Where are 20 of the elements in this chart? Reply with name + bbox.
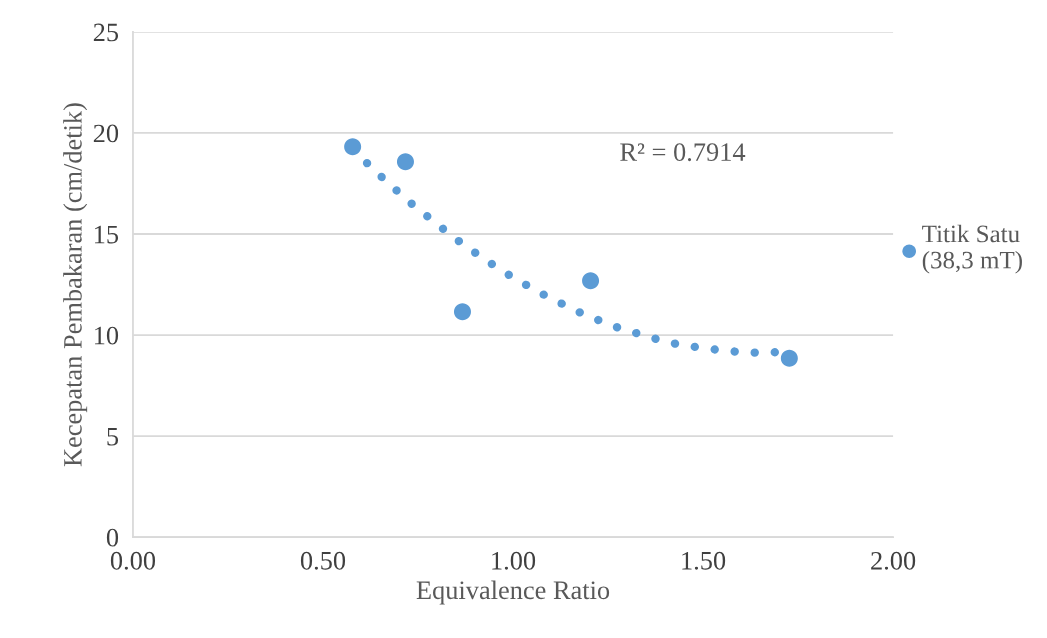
x-tick-label: 0.50 [300,551,346,570]
point [582,272,600,290]
point [396,153,414,171]
y-tick-label: 25 [93,23,119,42]
y-tick-label: 20 [93,124,119,143]
x-axis-title: Equivalence Ratio [416,580,610,605]
x-tick-label: 1.00 [492,551,536,570]
y-tick-label: 15 [95,225,119,244]
point [344,138,362,156]
x-tick-label: 1.50 [682,551,726,570]
y-axis-title: Kecepatan Pembakaran (cm/detik) [63,103,88,467]
annotation: R² = 0.7914 [620,143,746,162]
y-tick-label: 5 [107,428,119,446]
y-tick-label: 0 [106,528,119,547]
x-tick-label: 2.00 [871,551,916,570]
point [780,349,798,367]
point [453,303,471,321]
x-tick-label: 0.00 [110,551,156,570]
y-tick-label: 10 [95,326,119,345]
legend-label: Titik Satu (38,3 mT) [922,224,1022,274]
